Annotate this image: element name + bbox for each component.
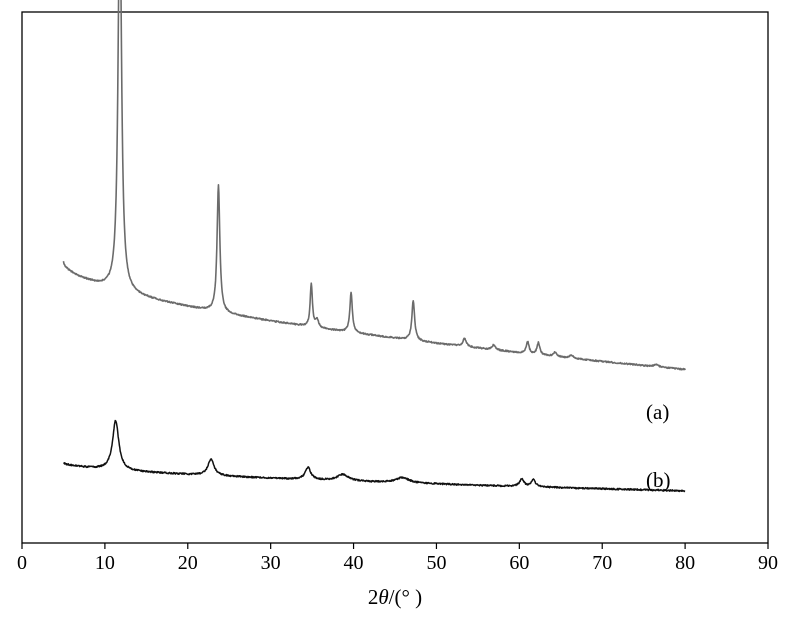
series-group xyxy=(62,0,686,493)
x-axis-label-symbol: θ xyxy=(378,585,388,609)
x-tick-label-70: 70 xyxy=(592,552,612,574)
plot-frame xyxy=(21,11,769,544)
series-label-a: (a) xyxy=(646,400,669,424)
x-tick-label-60: 60 xyxy=(509,552,529,574)
x-tick-label-50: 50 xyxy=(426,552,446,574)
x-axis-label-suffix: /(° ) xyxy=(389,585,422,609)
x-tick-label-30: 30 xyxy=(261,552,281,574)
x-axis-label: 2θ/(° ) xyxy=(368,585,422,609)
x-axis-label-prefix: 2 xyxy=(368,585,379,609)
x-tick-label-0: 0 xyxy=(17,552,27,574)
x-tick-label-90: 90 xyxy=(758,552,778,574)
x-tick-label-10: 10 xyxy=(95,552,115,574)
x-axis-ticks: 0 10 20 30 40 50 60 70 80 90 xyxy=(17,543,778,574)
x-tick-label-20: 20 xyxy=(178,552,198,574)
series-line-a xyxy=(62,0,686,371)
x-tick-label-40: 40 xyxy=(344,552,364,574)
series-line-b xyxy=(63,419,686,493)
x-tick-label-80: 80 xyxy=(675,552,695,574)
series-label-b: (b) xyxy=(646,468,671,492)
